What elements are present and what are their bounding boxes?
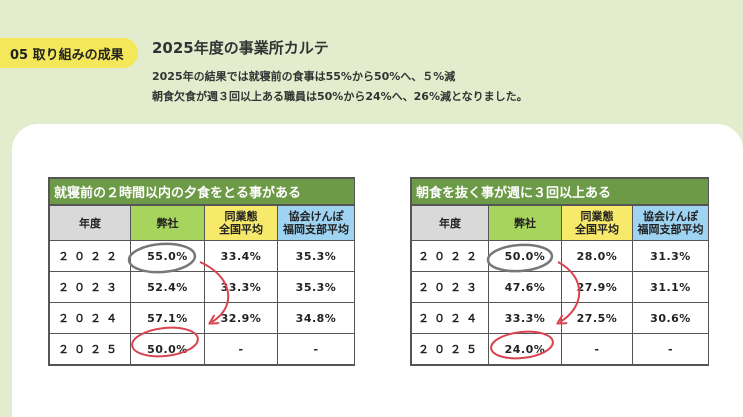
cell-company: 47.6%	[488, 271, 562, 303]
table-row: ２０２２ 50.0% 28.0% 31.3%	[411, 240, 710, 272]
cell-company: 55.0%	[130, 240, 205, 272]
cell-year: ２０２３	[411, 271, 489, 303]
cell-industry: -	[204, 333, 278, 365]
cell-company: 33.3%	[488, 302, 562, 334]
cell-industry: 33.4%	[204, 240, 278, 272]
table-row: ２０２５ 50.0% - -	[49, 333, 356, 365]
table-row: ２０２４ 33.3% 27.5% 30.6%	[411, 302, 710, 334]
summary-line-1: 2025年の結果では就寝前の食事は55%から50%へ、５%減	[152, 70, 456, 83]
cell-year: ２０２３	[49, 271, 131, 303]
cell-industry: -	[561, 333, 633, 365]
cell-year: ２０２４	[411, 302, 489, 334]
header-industry-avg: 同業態 全国平均	[204, 204, 278, 241]
cell-year: ２０２２	[411, 240, 489, 272]
header-kyokai-avg-label: 協会けんぽ 福岡支部平均	[283, 210, 349, 236]
table-skip-breakfast: 朝食を抜く事が週に３回以上ある 年度 弊社 同業態 全国平均 協会けんぽ 福岡支…	[410, 177, 710, 366]
cell-kyokai: 31.1%	[631, 271, 710, 303]
cell-kyokai: 35.3%	[276, 240, 356, 272]
header-kyokai-avg-label: 協会けんぽ 福岡支部平均	[637, 210, 704, 236]
cell-company: 57.1%	[130, 302, 205, 334]
cell-company: 50.0%	[130, 333, 205, 365]
cell-year: ２０２５	[49, 333, 131, 365]
cell-company: 52.4%	[130, 271, 205, 303]
page-title: 2025年度の事業所カルテ	[152, 39, 329, 57]
cell-kyokai: -	[276, 333, 356, 365]
cell-company: 50.0%	[488, 240, 562, 272]
cell-kyokai: 31.3%	[631, 240, 710, 272]
table-row: ２０２３ 52.4% 33.3% 35.3%	[49, 271, 356, 303]
header-industry-avg: 同業態 全国平均	[561, 204, 633, 241]
table-row: ２０２４ 57.1% 32.9% 34.8%	[49, 302, 356, 334]
cell-industry: 27.9%	[561, 271, 633, 303]
header-industry-avg-label: 同業態 全国平均	[575, 210, 619, 236]
cell-industry: 32.9%	[204, 302, 278, 334]
table-row: ２０２２ 55.0% 33.4% 35.3%	[49, 240, 356, 272]
header-year: 年度	[411, 204, 489, 241]
header-kyokai-avg: 協会けんぽ 福岡支部平均	[276, 204, 356, 241]
header-industry-avg-label: 同業態 全国平均	[219, 210, 263, 236]
table-title: 朝食を抜く事が週に３回以上ある	[410, 178, 710, 206]
section-badge: 05 取り組みの成果	[0, 38, 138, 68]
cell-company: 24.0%	[488, 333, 562, 365]
cell-year: ２０２５	[411, 333, 489, 365]
header-kyokai-avg: 協会けんぽ 福岡支部平均	[631, 204, 710, 241]
cell-year: ２０２４	[49, 302, 131, 334]
table-title: 就寝前の２時間以内の夕食をとる事がある	[48, 178, 356, 206]
table-row: ２０２５ 24.0% - -	[411, 333, 710, 365]
cell-kyokai: 34.8%	[276, 302, 356, 334]
header-company: 弊社	[488, 204, 562, 241]
cell-industry: 33.3%	[204, 271, 278, 303]
cell-kyokai: 35.3%	[276, 271, 356, 303]
cell-industry: 28.0%	[561, 240, 633, 272]
table-row: ２０２３ 47.6% 27.9% 31.1%	[411, 271, 710, 303]
table-late-dinner: 就寝前の２時間以内の夕食をとる事がある 年度 弊社 同業態 全国平均 協会けんぽ…	[48, 177, 356, 366]
summary-line-2: 朝食欠食が週３回以上ある職員は50%から24%へ、26%減となりました。	[152, 90, 528, 103]
cell-year: ２０２２	[49, 240, 131, 272]
header-year: 年度	[49, 204, 131, 241]
cell-industry: 27.5%	[561, 302, 633, 334]
cell-kyokai: 30.6%	[631, 302, 710, 334]
cell-kyokai: -	[631, 333, 710, 365]
header-company: 弊社	[130, 204, 205, 241]
